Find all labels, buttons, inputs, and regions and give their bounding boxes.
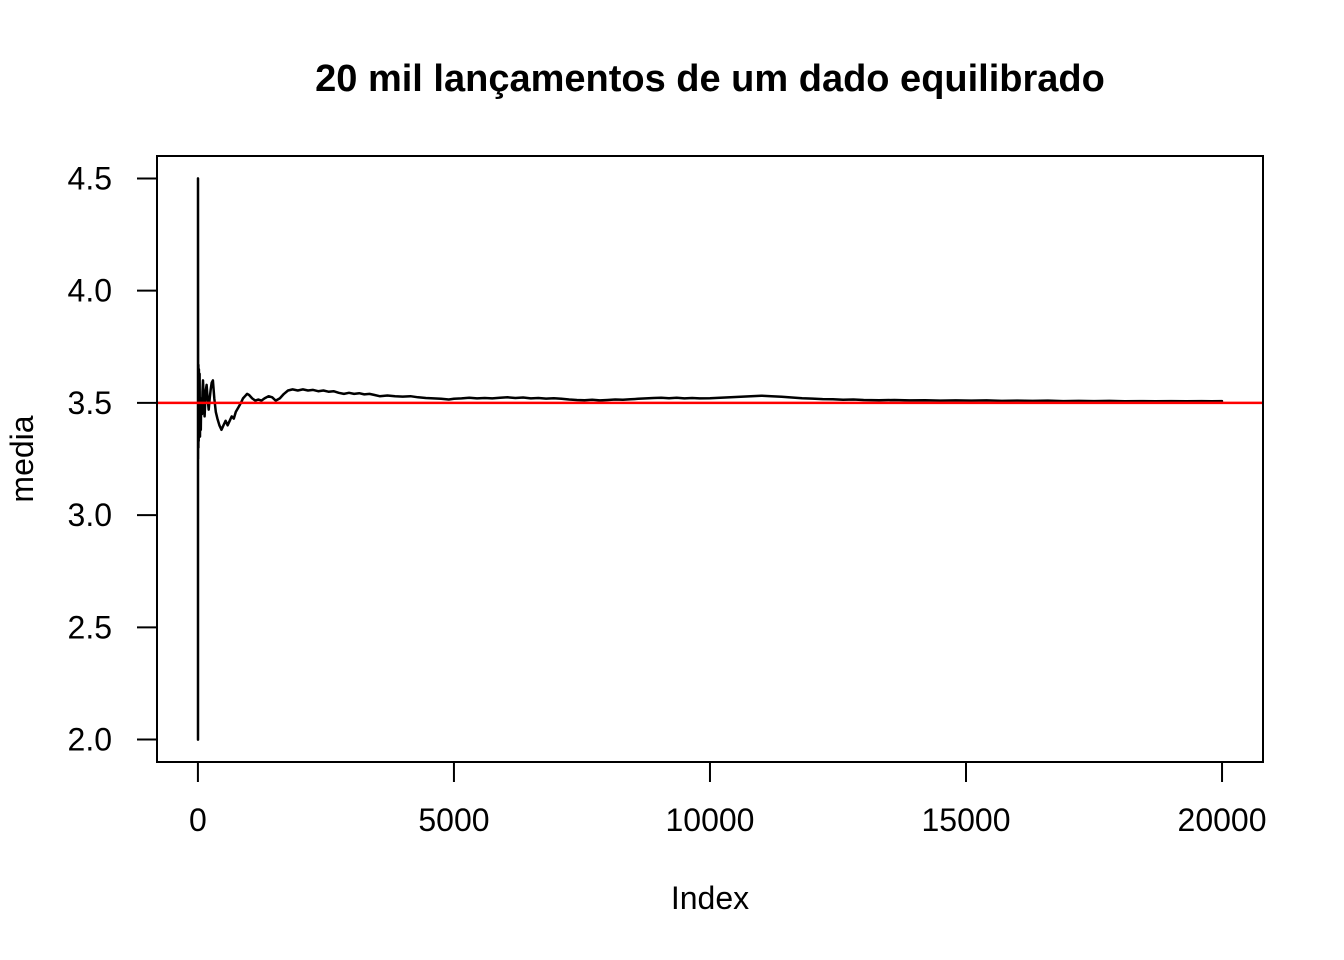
x-axis-tick-label: 0	[189, 802, 207, 838]
y-axis-title: media	[4, 415, 40, 503]
y-axis-tick-label: 2.0	[68, 722, 112, 758]
x-axis-title: Index	[670, 880, 750, 916]
x-axis-tick-label: 5000	[418, 802, 489, 838]
x-axis-tick-label: 10000	[665, 802, 754, 838]
series-line-media-acumulada	[196, 177, 1224, 741]
y-axis-tick-label: 2.5	[68, 609, 112, 645]
plot-box	[156, 155, 1264, 763]
y-axis-tick-label: 4.0	[68, 273, 112, 309]
y-axis-tick-label: 3.5	[68, 385, 112, 421]
x-axis-tick-label: 20000	[1178, 802, 1267, 838]
y-axis-tick-label: 4.5	[68, 160, 112, 196]
x-axis-tick-label: 15000	[922, 802, 1011, 838]
y-axis-tick-label: 3.0	[68, 497, 112, 533]
chart-title: 20 mil lançamentos de um dado equilibrad…	[315, 58, 1105, 100]
